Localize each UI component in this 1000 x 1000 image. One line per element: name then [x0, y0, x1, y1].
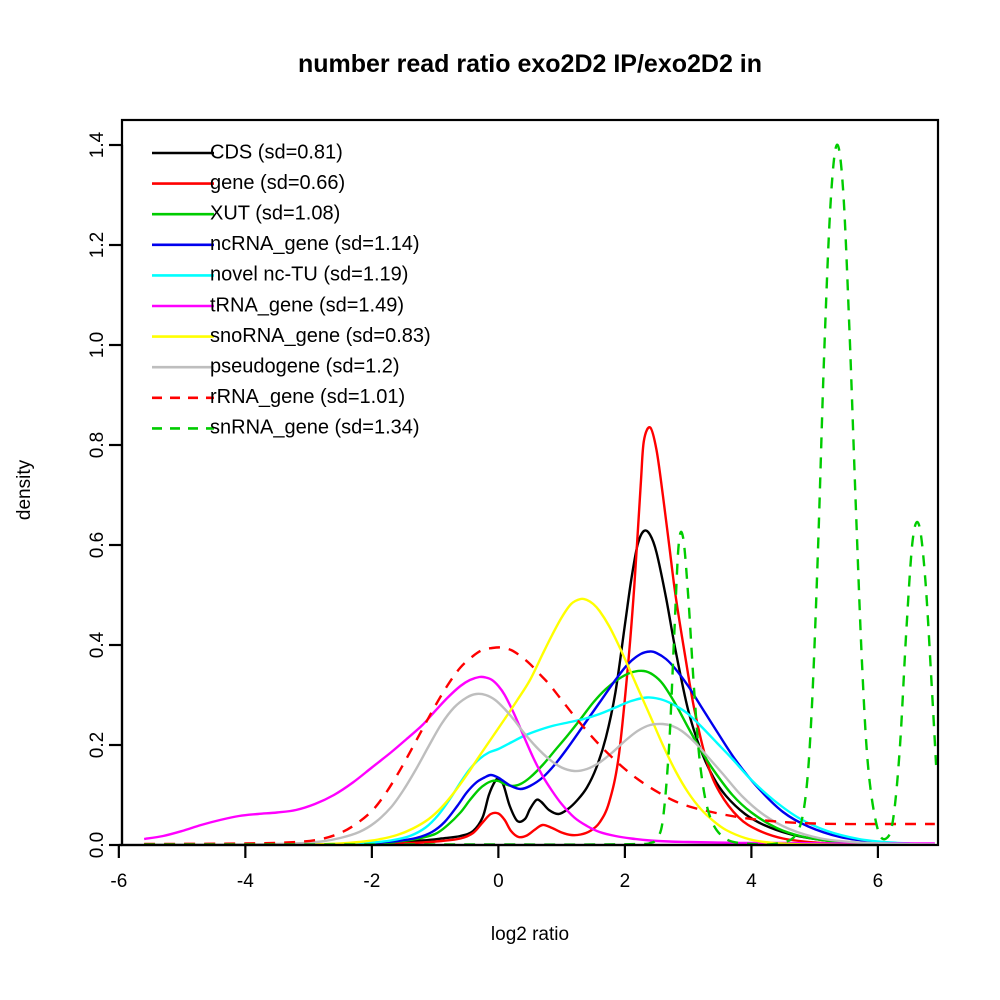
y-tick-label-7: 1.4 [87, 131, 108, 158]
legend-label-xut: XUT (sd=1.08) [210, 202, 340, 224]
legend-label-ncrna-gene: ncRNA_gene (sd=1.14) [210, 233, 420, 255]
y-tick-label-0: 0.0 [87, 832, 108, 858]
legend-label-cds: CDS (sd=0.81) [210, 141, 343, 163]
x-axis-title: log2 ratio [491, 924, 569, 945]
legend-label-trna-gene: tRNA_gene (sd=1.49) [210, 294, 404, 316]
density-curves-group [143, 143, 938, 845]
y-tick-label-5: 1.0 [87, 332, 108, 358]
curve-cds [144, 529, 935, 845]
x-tick-label-1: -4 [237, 871, 254, 892]
legend-label-pseudogene: pseudogene (sd=1.2) [210, 355, 400, 377]
legend-label-gene: gene (sd=0.66) [210, 172, 345, 194]
y-tick-label-1: 0.2 [87, 732, 108, 758]
x-tick-label-6: 6 [873, 871, 884, 892]
legend-label-novel-nc-tu: novel nc-TU (sd=1.19) [210, 264, 408, 286]
x-tick-label-0: -6 [110, 871, 127, 892]
legend-label-rrna-gene: rRNA_gene (sd=1.01) [210, 386, 405, 408]
y-tick-label-2: 0.4 [87, 631, 108, 658]
curve-rrna-gene [144, 646, 935, 845]
x-tick-label-5: 4 [746, 871, 757, 892]
curve-ncrna-gene [144, 650, 935, 845]
x-axis: -6 -4 -2 0 2 4 6 [110, 843, 884, 892]
y-tick-label-3: 0.6 [87, 532, 108, 558]
curve-xut [144, 669, 935, 845]
x-tick-label-4: 2 [620, 871, 631, 892]
x-tick-label-3: 0 [493, 871, 504, 892]
legend-label-snorna-gene: snoRNA_gene (sd=0.83) [210, 325, 431, 347]
curve-snorna-gene [144, 597, 935, 845]
curve-novel-nc-tu [144, 696, 935, 845]
curve-trna-gene [143, 675, 935, 845]
curve-pseudogene [144, 692, 935, 845]
y-tick-label-4: 0.8 [87, 432, 108, 458]
legend: CDS (sd=0.81) gene (sd=0.66) XUT (sd=1.08)… [152, 141, 431, 439]
curve-gene [144, 426, 935, 845]
x-tick-label-2: -2 [363, 871, 380, 892]
y-axis-title: density [14, 459, 35, 520]
chart-title: number read ratio exo2D2 IP/exo2D2 in [298, 50, 762, 78]
legend-label-snrna-gene: snRNA_gene (sd=1.34) [210, 417, 420, 439]
y-tick-label-6: 1.2 [87, 232, 108, 258]
y-axis: 0.0 0.2 0.4 0.6 0.8 1.0 1.2 1.4 [87, 131, 124, 858]
